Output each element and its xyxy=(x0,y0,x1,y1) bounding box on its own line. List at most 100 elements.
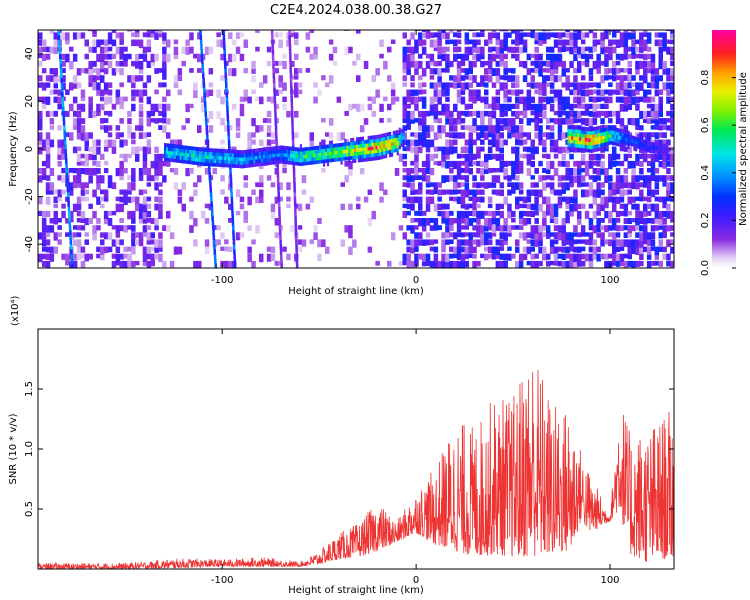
heatmap-ridge-cell xyxy=(340,160,343,165)
heatmap-cell xyxy=(441,146,446,155)
heatmap-ridge-cell xyxy=(328,144,332,149)
heatmap-cell xyxy=(216,239,221,246)
heatmap-cell xyxy=(480,110,485,119)
heatmap-cell xyxy=(220,175,225,182)
heatmap-cell xyxy=(623,203,629,211)
heatmap-ridge-cell xyxy=(226,159,229,164)
heatmap-cell xyxy=(530,146,535,154)
heatmap-ridge-cell xyxy=(193,150,196,155)
heatmap-cell xyxy=(518,60,524,67)
heatmap-ridge-cell xyxy=(264,150,268,155)
heatmap-cell xyxy=(604,30,609,34)
heatmap-cell xyxy=(577,218,582,225)
heatmap-cell xyxy=(166,53,171,63)
heatmap-cell xyxy=(45,182,51,191)
heatmap-cell xyxy=(546,196,551,205)
heatmap-ridge-cell xyxy=(586,137,589,142)
heatmap-cell xyxy=(204,246,210,254)
heatmap-cell xyxy=(127,110,132,117)
heatmap-cell xyxy=(297,203,303,211)
heatmap-ridge-cell xyxy=(610,126,613,131)
heatmap-cell xyxy=(480,96,485,103)
heatmap-cell xyxy=(328,39,334,45)
heatmap-cell xyxy=(491,218,497,225)
heatmap-cell xyxy=(654,89,660,97)
heatmap-cell xyxy=(406,225,411,231)
heatmap-cell xyxy=(57,160,62,167)
heatmap-cell xyxy=(220,96,225,105)
heatmap-cell xyxy=(363,118,369,125)
heatmap-cell xyxy=(646,96,652,103)
heatmap-cell xyxy=(418,82,423,89)
heatmap-cell xyxy=(549,139,555,147)
heatmap-cell xyxy=(441,68,446,73)
heatmap-cell xyxy=(119,160,124,169)
heatmap-cell xyxy=(398,225,404,231)
heatmap-cell xyxy=(569,153,574,160)
heatmap-cell xyxy=(584,232,590,237)
heatmap-cell xyxy=(460,253,466,262)
heatmap-cell xyxy=(542,153,547,159)
heatmap-ridge-cell xyxy=(612,126,615,131)
heatmap-cell xyxy=(643,118,648,123)
heatmap-cell xyxy=(433,110,439,120)
heatmap-ridge-cell xyxy=(326,144,330,149)
heatmap-ridge-cell xyxy=(237,157,240,161)
heatmap-streak xyxy=(60,82,64,88)
heatmap-cell xyxy=(414,210,419,216)
heatmap-ridge-cell xyxy=(377,145,380,150)
heatmap-cell xyxy=(487,139,493,146)
heatmap-cell xyxy=(526,53,532,61)
heatmap-cell xyxy=(88,103,93,111)
heatmap-ridge-cell xyxy=(222,156,225,160)
heatmap-cell xyxy=(92,39,97,46)
heatmap-ridge-cell xyxy=(592,127,595,131)
heatmap-cell xyxy=(297,89,303,95)
heatmap-cell xyxy=(45,132,51,140)
heatmap-streak xyxy=(275,139,278,145)
heatmap-ridge-cell xyxy=(193,146,196,151)
heatmap-cell xyxy=(100,239,105,246)
heatmap-cell xyxy=(41,175,47,180)
heatmap-ridge-cell xyxy=(241,150,244,155)
heatmap-cell xyxy=(480,53,485,60)
heatmap-cell xyxy=(484,153,489,163)
heatmap-cell xyxy=(670,82,674,90)
heatmap-ridge-cell xyxy=(309,150,312,155)
heatmap-cell xyxy=(80,253,86,259)
heatmap-ridge-cell xyxy=(615,142,618,146)
heatmap-ridge-cell xyxy=(596,144,599,148)
heatmap-cell xyxy=(65,132,70,137)
heatmap-ridge-cell xyxy=(629,134,632,139)
heatmap-ridge-cell xyxy=(613,130,617,135)
heatmap-ridge-cell xyxy=(173,147,176,152)
heatmap-cell xyxy=(507,118,512,126)
heatmap-cell xyxy=(138,203,144,212)
heatmap-ridge-cell xyxy=(218,159,221,164)
heatmap-cell xyxy=(592,89,598,94)
heatmap-ridge-cell xyxy=(208,155,211,160)
heatmap-cell xyxy=(546,30,551,32)
heatmap-ridge-cell xyxy=(231,163,235,168)
heatmap-cell xyxy=(491,53,497,62)
heatmap-ridge-cell xyxy=(359,158,363,163)
heatmap-ridge-cell xyxy=(369,153,372,158)
heatmap-cell xyxy=(131,225,136,232)
heatmap-cell xyxy=(557,182,563,188)
heatmap-cell xyxy=(503,96,508,103)
heatmap-ridge-cell xyxy=(617,139,620,143)
heatmap-ridge-cell xyxy=(325,155,328,160)
heatmap-cell xyxy=(646,60,652,68)
heatmap-ridge-cell xyxy=(598,140,601,144)
heatmap-cell xyxy=(72,232,78,238)
heatmap-ridge-cell xyxy=(288,146,291,151)
heatmap-streak xyxy=(67,201,70,207)
heatmap-cell xyxy=(460,203,466,209)
heatmap-cell xyxy=(580,160,586,166)
heatmap-cell xyxy=(619,175,625,183)
heatmap-cell xyxy=(580,203,586,209)
heatmap-ridge-cell xyxy=(567,135,570,140)
heatmap-streak xyxy=(65,163,68,169)
heatmap-cell xyxy=(456,260,462,268)
heatmap-cell xyxy=(627,53,632,59)
